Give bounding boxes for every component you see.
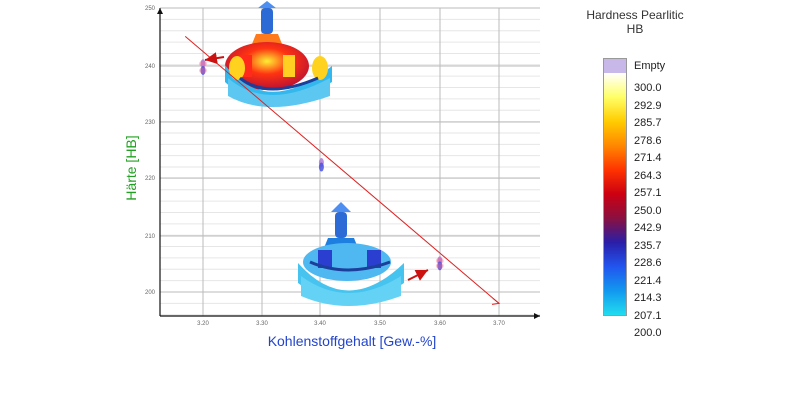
x-tick-label: 3.40 bbox=[314, 321, 326, 327]
casting-image-low-hardness bbox=[298, 202, 404, 306]
y-tick-label: 200 bbox=[145, 290, 156, 296]
y-tick-label: 250 bbox=[145, 6, 156, 12]
x-tick-label: 3.70 bbox=[493, 321, 505, 327]
y-tick-label: 220 bbox=[145, 176, 156, 182]
legend-value-label: 200.0 bbox=[634, 327, 662, 339]
data-point bbox=[200, 59, 206, 69]
y-axis-label: Härte [HB] bbox=[123, 135, 139, 200]
data-point-halo bbox=[435, 262, 444, 269]
legend-title: Hardness Pearlitic HB bbox=[585, 8, 685, 36]
data-point bbox=[200, 65, 206, 75]
annotation-arrow-low bbox=[407, 269, 429, 281]
x-axis-label: Kohlenstoffgehalt [Gew.-%] bbox=[268, 333, 437, 349]
legend-value-label: 207.1 bbox=[634, 309, 662, 322]
x-tick-label: 3.60 bbox=[434, 321, 446, 327]
legend-value-label: 300.0 bbox=[634, 82, 662, 94]
data-point bbox=[437, 261, 443, 271]
legend-value-label: 257.1 bbox=[634, 187, 662, 199]
legend-value-label: 271.4 bbox=[634, 152, 662, 164]
legend-title-line-2: HB bbox=[626, 22, 644, 36]
x-axis-arrow bbox=[534, 313, 540, 319]
y-tick-label: 210 bbox=[145, 234, 156, 240]
legend-value-label: 228.6 bbox=[634, 257, 662, 269]
legend-title-line-1: Hardness Pearlitic bbox=[586, 8, 684, 22]
data-point-halo bbox=[435, 257, 444, 264]
legend-color-bar bbox=[603, 58, 627, 316]
legend-value-label: 278.6 bbox=[634, 134, 662, 147]
data-point-halo bbox=[199, 67, 207, 74]
legend-value-label: 264.3 bbox=[634, 169, 662, 182]
legend-value-label: 250.0 bbox=[634, 204, 662, 217]
legend-value-label: 221.4 bbox=[634, 274, 662, 287]
legend-value-label: 285.7 bbox=[634, 117, 662, 129]
annotation-arrow-high bbox=[204, 52, 225, 65]
axes: 200 210 220 230 240 250 3.20 3.30 3.40 3.50 3.60 3.… bbox=[145, 6, 540, 327]
data-point-halo bbox=[199, 60, 207, 67]
trend-line bbox=[184, 36, 501, 305]
legend-empty-label: Empty bbox=[634, 60, 666, 72]
x-tick-label: 3.50 bbox=[374, 321, 386, 327]
y-axis-arrow bbox=[157, 8, 163, 14]
data-point bbox=[318, 162, 324, 172]
x-tick-label: 3.20 bbox=[197, 321, 209, 327]
legend-value-label: 292.9 bbox=[634, 99, 662, 112]
y-tick-label: 230 bbox=[145, 120, 156, 126]
trend-line-arrowhead bbox=[491, 297, 501, 305]
x-tick-label: 3.30 bbox=[256, 321, 268, 327]
casting-image-high-hardness bbox=[225, 1, 332, 107]
y-tick-label: 240 bbox=[145, 64, 156, 70]
legend-value-label: 214.3 bbox=[634, 292, 662, 304]
legend-value-label: 235.7 bbox=[634, 239, 662, 252]
trend-line-path bbox=[184, 36, 500, 304]
legend-value-label: 242.9 bbox=[634, 222, 662, 234]
